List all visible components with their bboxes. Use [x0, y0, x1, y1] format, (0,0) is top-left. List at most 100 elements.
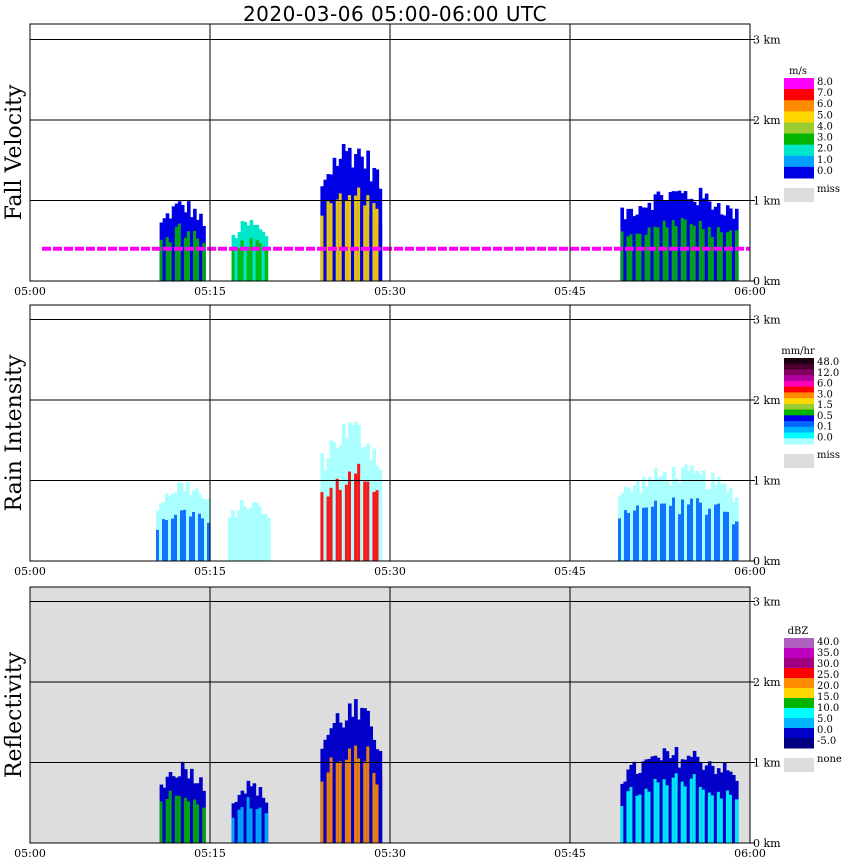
x-tick-label: 05:30	[374, 285, 406, 298]
echo-core	[671, 777, 676, 843]
legend-level: 40.0	[817, 637, 839, 648]
echo-core	[168, 790, 173, 843]
echo-core	[207, 522, 211, 561]
legend-swatch	[784, 100, 814, 112]
echo-core	[231, 817, 236, 843]
x-tick-label: 06:00	[734, 565, 766, 578]
echo-core	[237, 530, 241, 561]
echo-core	[171, 795, 176, 843]
legend-swatch	[784, 432, 814, 439]
legend-swatch	[784, 166, 814, 179]
echo-core	[633, 510, 637, 561]
echo-core	[690, 498, 694, 561]
echo-core	[186, 502, 190, 561]
echo-core	[656, 782, 661, 843]
echo-core	[332, 768, 337, 843]
echo-core	[674, 773, 679, 843]
echo-core	[695, 230, 700, 281]
echo-core	[249, 528, 253, 561]
echo-core	[234, 250, 239, 281]
legend-missing-swatch	[784, 758, 814, 772]
echo-core	[255, 521, 259, 561]
echo-core	[264, 529, 268, 561]
echo-core	[190, 791, 194, 843]
legend-swatch	[784, 144, 814, 157]
echo-core	[656, 227, 661, 281]
echo-core	[258, 807, 263, 843]
echo-core	[644, 788, 649, 843]
echo-core	[707, 792, 712, 843]
echo-core	[675, 499, 679, 561]
echo-core	[666, 503, 670, 561]
legend-swatch	[784, 392, 814, 399]
echo-core	[677, 790, 682, 843]
echo-core	[338, 193, 343, 281]
echo-core	[626, 791, 631, 843]
echo-core	[323, 501, 328, 561]
legend-swatch	[784, 688, 814, 699]
echo-core	[171, 518, 175, 561]
legend: dBZ 40.035.030.025.020.015.010.05.00.0-5.…	[784, 626, 842, 772]
echo-core	[668, 223, 673, 281]
echo-core	[623, 239, 628, 281]
echo-core	[674, 226, 679, 281]
echo-core	[351, 205, 355, 281]
legend-level: 30.0	[817, 659, 839, 670]
echo-core	[642, 507, 646, 561]
echo-core	[635, 795, 640, 843]
echo-core	[660, 503, 664, 561]
plot-frame	[29, 304, 751, 562]
echo-core	[621, 510, 625, 561]
y-tick-label: 2 km	[753, 114, 781, 127]
echo-core	[165, 520, 169, 561]
echo-core	[332, 188, 337, 281]
legend-unit: mm/hr	[781, 346, 815, 357]
echo-core	[728, 794, 733, 843]
echo-core	[326, 201, 331, 281]
echo-core	[237, 247, 242, 281]
echo-column	[320, 421, 383, 561]
echo-core	[651, 506, 655, 561]
echo-core	[680, 781, 685, 843]
echo-core	[252, 799, 257, 843]
echo-core	[171, 234, 176, 281]
echo-core	[192, 511, 196, 561]
echo-core	[714, 504, 718, 561]
echo-core	[196, 804, 200, 843]
legend-level: 0.5	[817, 411, 833, 422]
legend-swatch	[784, 438, 814, 445]
echo-core	[686, 228, 691, 281]
x-tick-label: 05:00	[14, 565, 46, 578]
legend-swatch	[784, 375, 814, 382]
echo-core	[702, 499, 706, 561]
echo-core	[731, 792, 736, 843]
echo-core	[201, 518, 205, 561]
x-tick-label: 06:00	[734, 285, 766, 298]
echo-core	[701, 789, 706, 843]
echo-core	[654, 500, 658, 561]
echo-core	[258, 527, 262, 561]
echo-core	[332, 487, 337, 561]
y-tick-label: 0 km	[753, 275, 781, 288]
echo-core	[684, 500, 688, 561]
legend-level: 4.0	[817, 121, 833, 132]
y-tick-label: 2 km	[753, 676, 781, 689]
x-tick-label: 05:00	[14, 847, 46, 860]
echo-core	[696, 498, 700, 561]
echo-core	[692, 225, 697, 281]
echo-core	[668, 788, 673, 843]
echo-core	[354, 745, 358, 843]
echo-core	[369, 768, 374, 843]
legend-level: 0.0	[817, 432, 833, 443]
echo-core	[722, 786, 727, 843]
echo-core	[639, 520, 643, 561]
x-tick-label: 05:30	[374, 847, 406, 860]
legend: m/s 8.07.06.05.04.03.02.01.00.0 miss	[784, 66, 840, 202]
echo-core	[183, 237, 188, 281]
echo-core	[375, 208, 380, 281]
echo-core	[258, 242, 263, 281]
echo-core	[728, 230, 733, 281]
y-tick-label: 0 km	[753, 837, 781, 850]
echo-core	[363, 205, 367, 281]
legend-level: 1.0	[817, 155, 833, 166]
